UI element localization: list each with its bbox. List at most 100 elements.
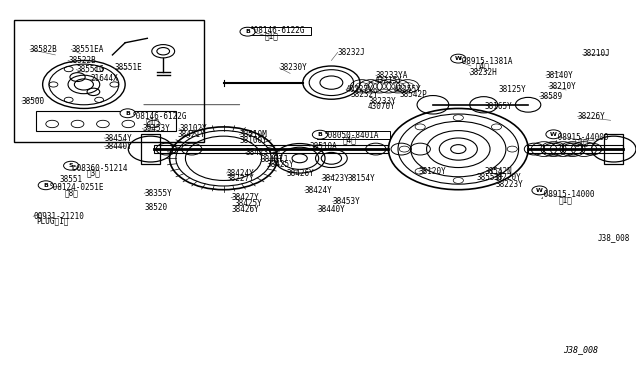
Text: J38_008: J38_008 <box>563 345 598 354</box>
Text: PLUG（1）: PLUG（1） <box>36 217 68 225</box>
Text: ©08360-51214: ©08360-51214 <box>72 164 128 173</box>
Bar <box>154 145 388 153</box>
Text: （1）: （1） <box>146 117 160 126</box>
Text: 38232J: 38232J <box>338 48 365 57</box>
Bar <box>14 20 204 142</box>
Text: 43255Y: 43255Y <box>394 85 421 94</box>
Text: 38427Y: 38427Y <box>231 193 259 202</box>
Circle shape <box>63 161 79 170</box>
Text: °08146-6122G: °08146-6122G <box>250 26 306 35</box>
Text: 38355Y: 38355Y <box>144 189 172 198</box>
Text: 38520: 38520 <box>144 203 167 212</box>
Bar <box>244 27 311 35</box>
Text: 38551F: 38551F <box>476 173 504 182</box>
Text: °08050-8401A: °08050-8401A <box>324 131 380 140</box>
Circle shape <box>507 146 517 152</box>
Text: B: B <box>44 183 48 188</box>
Text: 38426Y: 38426Y <box>231 205 259 215</box>
Text: 39453Y: 39453Y <box>142 124 170 133</box>
Text: 38551E: 38551E <box>115 63 142 72</box>
Text: 00931-21210: 00931-21210 <box>33 212 84 221</box>
Bar <box>36 111 176 131</box>
Text: 38226Y: 38226Y <box>578 112 605 121</box>
Circle shape <box>532 186 547 195</box>
Bar <box>141 134 160 164</box>
Circle shape <box>451 54 466 63</box>
Text: 38223Y: 38223Y <box>495 180 523 189</box>
Text: 38427J: 38427J <box>260 155 288 164</box>
Text: 40227Y: 40227Y <box>346 85 374 94</box>
Text: W: W <box>550 132 557 137</box>
Text: 43070Y: 43070Y <box>367 102 396 111</box>
Text: 38454Y: 38454Y <box>104 134 132 142</box>
Text: 38426Y: 38426Y <box>287 169 315 177</box>
Bar <box>604 134 623 164</box>
Circle shape <box>453 177 463 183</box>
Circle shape <box>415 168 425 174</box>
Text: 38582B: 38582B <box>30 45 58 54</box>
Text: 38232Y: 38232Y <box>351 90 378 99</box>
Text: 38210Y: 38210Y <box>548 82 576 91</box>
Text: 38165Y: 38165Y <box>485 102 513 111</box>
Text: S: S <box>69 163 74 168</box>
Text: 38100Y: 38100Y <box>239 137 267 145</box>
Text: 38425Y: 38425Y <box>267 160 294 169</box>
Text: 38210J: 38210J <box>582 49 610 58</box>
Text: 38120Y: 38120Y <box>419 167 447 176</box>
Text: W: W <box>536 188 543 193</box>
Text: B: B <box>245 29 250 34</box>
Text: （4）: （4） <box>343 135 356 144</box>
Text: 43215Y: 43215Y <box>374 76 403 85</box>
Circle shape <box>492 168 502 174</box>
Bar <box>317 131 390 139</box>
Circle shape <box>240 27 255 36</box>
Circle shape <box>415 124 425 130</box>
Text: 38227Y: 38227Y <box>227 174 255 183</box>
Text: 38542P: 38542P <box>400 90 428 99</box>
Text: 38551G: 38551G <box>76 65 104 74</box>
Text: W: W <box>455 56 461 61</box>
Text: 38154Y: 38154Y <box>348 174 375 183</box>
Text: °08915-1381A: °08915-1381A <box>458 57 514 66</box>
Circle shape <box>46 120 58 128</box>
Text: 38232H: 38232H <box>470 68 497 77</box>
Text: （1）: （1） <box>559 195 572 204</box>
Text: ¸08915-14000: ¸08915-14000 <box>540 190 595 199</box>
Text: 38542N: 38542N <box>485 167 513 176</box>
Text: 38421Y: 38421Y <box>178 130 205 139</box>
Circle shape <box>312 130 328 139</box>
Text: 38510M: 38510M <box>239 130 267 139</box>
Text: 38140Y: 38140Y <box>546 71 573 80</box>
Text: 38522B: 38522B <box>68 56 96 65</box>
Bar <box>528 145 623 153</box>
Text: 38102Y: 38102Y <box>179 124 207 133</box>
Text: （4）: （4） <box>476 61 490 71</box>
Text: J38_008: J38_008 <box>598 233 630 242</box>
Text: 21644X: 21644X <box>90 74 118 83</box>
Circle shape <box>546 130 561 139</box>
Circle shape <box>453 115 463 121</box>
Text: 38453Y: 38453Y <box>333 197 360 206</box>
Text: 38440Y: 38440Y <box>317 205 345 215</box>
Text: 38425Y: 38425Y <box>235 199 262 208</box>
Text: 38233YA: 38233YA <box>376 71 408 80</box>
Text: （3）: （3） <box>87 169 101 177</box>
Text: 38510A: 38510A <box>309 142 337 151</box>
Text: B: B <box>317 132 323 137</box>
Circle shape <box>492 124 502 130</box>
Text: B: B <box>125 111 130 116</box>
Text: 38220Y: 38220Y <box>493 173 521 182</box>
Text: 38551EA: 38551EA <box>71 45 104 54</box>
Text: （8）: （8） <box>65 188 79 197</box>
Text: 38125Y: 38125Y <box>499 85 526 94</box>
Text: °08146-6122G: °08146-6122G <box>131 112 187 121</box>
Text: 38424Y: 38424Y <box>305 186 333 195</box>
Text: 38233Y: 38233Y <box>368 97 396 106</box>
Text: 38551: 38551 <box>60 175 83 184</box>
Circle shape <box>399 146 410 152</box>
Circle shape <box>120 109 135 118</box>
Text: （1）: （1） <box>575 137 588 146</box>
Text: 38589: 38589 <box>540 92 563 101</box>
Text: （1）: （1） <box>265 31 278 40</box>
Text: 38423Y: 38423Y <box>322 174 349 183</box>
